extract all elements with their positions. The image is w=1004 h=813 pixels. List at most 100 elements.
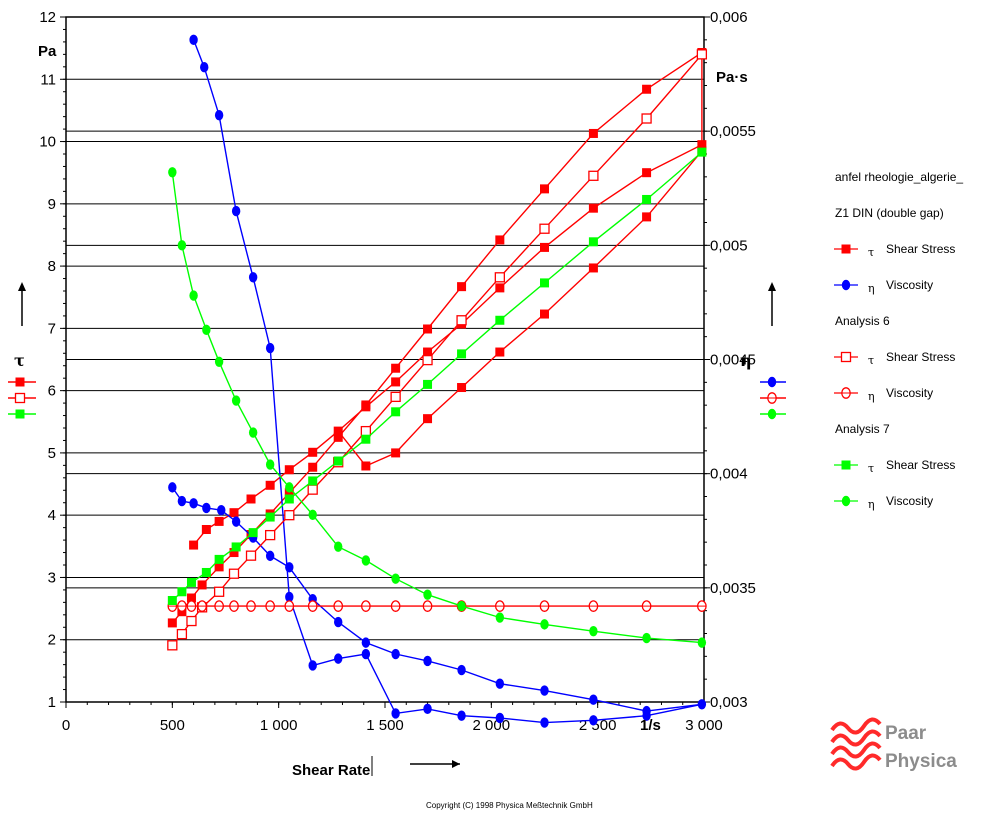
x-axis-title: Shear Rate (292, 762, 370, 779)
point-1-19 (642, 705, 651, 717)
x-tick-label: 0 (62, 717, 70, 734)
point-0-12 (391, 363, 401, 373)
legend-entry-text: Viscosity (886, 278, 933, 292)
point-2-6 (245, 550, 257, 561)
right-key-marker (767, 408, 777, 420)
legend-entry-text: Shear Stress (886, 350, 955, 364)
point-5-7 (265, 459, 275, 470)
point-1-32 (231, 516, 241, 527)
logo-wave-4 (830, 753, 882, 771)
point-5-17 (589, 626, 598, 637)
point-0-52 (540, 309, 549, 319)
point-4-1 (177, 587, 187, 597)
point-4-3 (201, 567, 211, 577)
y-left-tick-label: 3 (48, 569, 56, 586)
point-2-17 (588, 170, 599, 181)
point-4-19 (697, 147, 707, 157)
left-axis-title: τ (14, 351, 25, 370)
x-axis-arrow-head (452, 760, 460, 768)
point-4-6 (248, 528, 258, 538)
point-2-13 (422, 354, 433, 366)
x-tick-label: 2 500 (579, 717, 617, 734)
horizontal-gridlines (66, 16, 704, 703)
y-left-tick-label: 7 (48, 320, 56, 337)
x-tick-label: 500 (160, 717, 185, 734)
point-4-7 (265, 512, 275, 522)
left-key-marker (15, 377, 25, 387)
series-0 (167, 47, 707, 628)
left-axis-unit: Pa (38, 43, 57, 60)
point-0-16 (540, 184, 549, 194)
x-tick-label: 3 000 (685, 717, 723, 734)
point-0-20 (697, 140, 707, 150)
point-1-9 (361, 648, 371, 660)
point-5-4 (214, 356, 224, 367)
y-left-tick-label: 1 (48, 694, 56, 711)
point-1-33 (217, 505, 226, 516)
point-4-9 (308, 476, 318, 486)
y-right-tick-label: 0,004 (710, 466, 748, 483)
point-2-15 (494, 272, 505, 283)
legend-entry-text: Viscosity (886, 494, 933, 508)
legend-group-label: Z1 DIN (double gap) (835, 206, 944, 220)
y-left-tick-label: 10 (39, 134, 56, 151)
legend-marker (841, 460, 851, 470)
series-line-1 (171, 39, 703, 724)
y-left-tick-label: 2 (48, 632, 56, 649)
point-0-26 (423, 347, 433, 357)
point-1-30 (265, 550, 275, 562)
point-5-9 (308, 509, 317, 520)
point-0-47 (361, 461, 371, 471)
y-left-tick-label: 11 (40, 71, 56, 88)
copyright-text: Copyright (C) 1998 Physica Meßtechnik Gm… (426, 801, 593, 810)
point-5-8 (285, 482, 294, 493)
point-0-51 (495, 347, 505, 357)
right-axis-unit: Pa·s (716, 69, 748, 86)
legend-marker (840, 351, 852, 363)
point-5-1 (177, 240, 187, 251)
logo-wave-2 (830, 729, 882, 747)
series-4 (167, 147, 707, 605)
point-0-34 (229, 508, 239, 518)
right-axis-title: η (740, 351, 752, 370)
point-0-0 (167, 618, 177, 628)
point-4-16 (540, 278, 549, 288)
point-5-3 (202, 324, 211, 336)
point-0-48 (391, 448, 401, 458)
axis-labels: Shear Rate 1/s Pa Pa·s τ η (14, 43, 776, 779)
point-2-16 (539, 223, 550, 234)
logo-wave-3 (830, 741, 882, 759)
point-1-27 (334, 616, 343, 628)
point-1-0 (189, 34, 198, 46)
legend-symbol: τ (868, 354, 874, 367)
y-left-tick-label: 4 (48, 507, 56, 524)
point-2-9 (307, 484, 318, 495)
point-0-14 (457, 282, 467, 292)
x-tick-label: 1 500 (366, 717, 404, 734)
point-0-8 (284, 488, 294, 498)
y-left-tick-label: 5 (48, 445, 56, 462)
point-4-14 (457, 349, 467, 359)
point-0-3 (197, 580, 207, 590)
y-right-tick-label: 0,006 (710, 9, 748, 26)
point-4-18 (642, 194, 652, 204)
point-0-33 (246, 494, 256, 504)
logo-line-1: Paar (885, 723, 927, 744)
point-0-18 (642, 84, 652, 94)
point-0-28 (361, 402, 371, 412)
point-1-3 (231, 205, 241, 217)
series-layer (167, 34, 708, 728)
point-2-1 (176, 628, 188, 640)
point-1-21 (540, 685, 549, 696)
point-1-35 (189, 498, 198, 509)
point-0-35 (214, 516, 224, 526)
point-1-20 (589, 694, 598, 705)
legend-title: anfel rheologie_algerie_ (835, 170, 963, 184)
point-1-17 (697, 699, 707, 710)
point-2-2 (186, 615, 197, 627)
point-2-7 (265, 529, 276, 541)
legend-symbol: η (868, 498, 875, 511)
point-4-12 (391, 407, 401, 417)
legend-symbol: η (868, 282, 875, 295)
y-right-tick-label: 0,003 (710, 694, 748, 711)
